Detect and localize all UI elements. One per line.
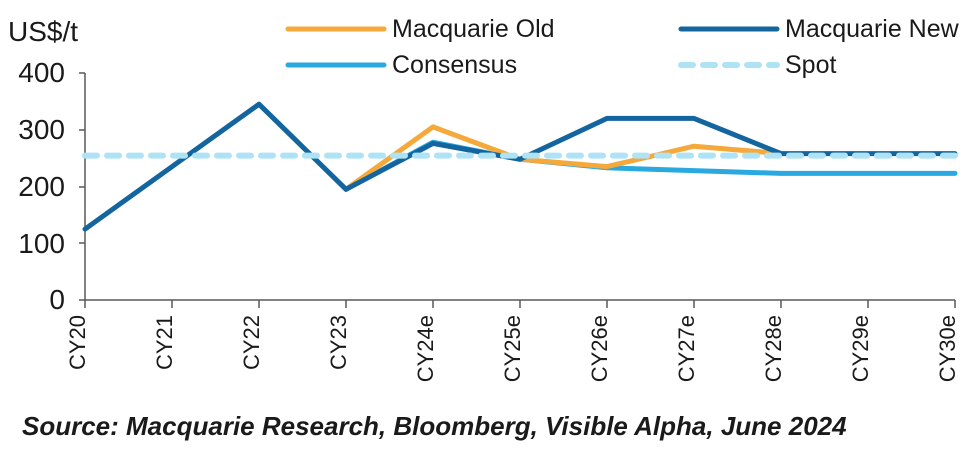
svg-text:200: 200 bbox=[18, 171, 65, 202]
svg-text:Macquarie New: Macquarie New bbox=[785, 15, 960, 43]
svg-text:CY23: CY23 bbox=[326, 315, 351, 370]
svg-text:Source: Macquarie Research, Bl: Source: Macquarie Research, Bloomberg, V… bbox=[22, 411, 847, 441]
svg-text:100: 100 bbox=[18, 228, 65, 259]
svg-text:0: 0 bbox=[49, 284, 65, 315]
svg-text:CY26e: CY26e bbox=[587, 315, 612, 382]
svg-text:CY29e: CY29e bbox=[848, 315, 873, 382]
svg-text:CY20: CY20 bbox=[65, 315, 90, 370]
svg-text:CY21: CY21 bbox=[152, 315, 177, 370]
svg-text:CY27e: CY27e bbox=[674, 315, 699, 382]
svg-text:300: 300 bbox=[18, 114, 65, 145]
svg-text:CY30e: CY30e bbox=[935, 315, 960, 382]
svg-text:CY24e: CY24e bbox=[413, 315, 438, 382]
svg-text:Consensus: Consensus bbox=[392, 51, 517, 79]
svg-text:Spot: Spot bbox=[785, 51, 836, 79]
svg-text:US$/t: US$/t bbox=[8, 16, 78, 47]
svg-text:CY25e: CY25e bbox=[500, 315, 525, 382]
svg-text:CY22: CY22 bbox=[239, 315, 264, 370]
svg-text:400: 400 bbox=[18, 57, 65, 88]
svg-text:Macquarie Old: Macquarie Old bbox=[392, 15, 555, 43]
svg-text:CY28e: CY28e bbox=[761, 315, 786, 382]
